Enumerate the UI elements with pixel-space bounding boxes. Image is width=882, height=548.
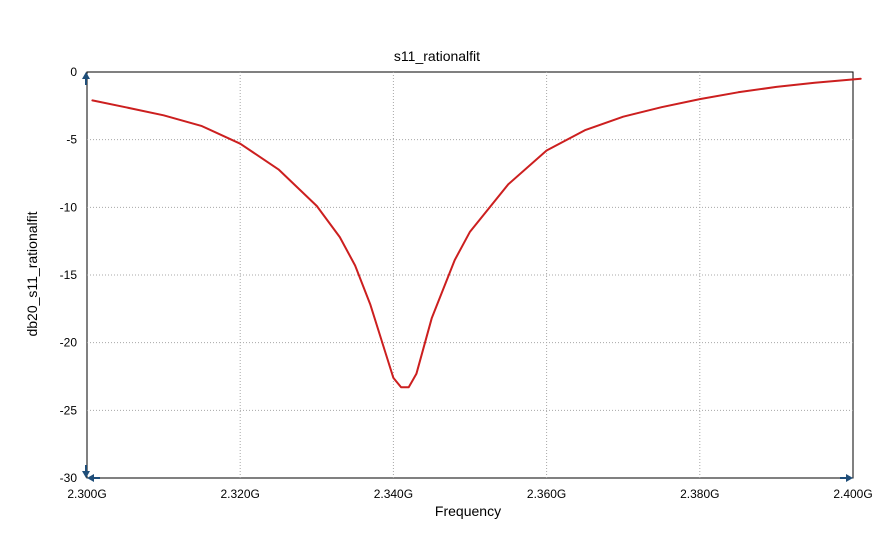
y-tick-label: -20 — [60, 336, 78, 350]
x-axis-ticks: 2.300G 2.320G 2.340G 2.360G 2.380G 2.400G — [67, 487, 872, 501]
y-axis-label: db20_s11_rationalfit — [24, 211, 40, 336]
x-tick-label: 2.360G — [527, 487, 566, 501]
x-tick-label: 2.300G — [67, 487, 106, 501]
arrow-right-icon[interactable] — [840, 474, 853, 482]
x-tick-label: 2.400G — [833, 487, 872, 501]
y-tick-label: -15 — [60, 268, 78, 282]
arrow-left-icon[interactable] — [87, 474, 100, 482]
y-tick-label: -25 — [60, 403, 78, 417]
x-axis-label: Frequency — [435, 503, 501, 519]
x-tick-label: 2.380G — [680, 487, 719, 501]
axis-markers[interactable] — [82, 72, 853, 482]
series-layer — [91, 77, 862, 389]
series-line-s11 — [91, 77, 862, 389]
plot-area — [86, 71, 854, 479]
y-axis-ticks: 0 -5 -10 -15 -20 -25 -30 — [60, 65, 78, 485]
y-tick-label: -30 — [60, 471, 78, 485]
arrow-up-icon[interactable] — [82, 72, 90, 85]
chart-title: s11_rationalfit — [394, 48, 480, 64]
x-tick-label: 2.340G — [374, 487, 413, 501]
x-tick-label: 2.320G — [221, 487, 260, 501]
y-tick-label: -10 — [60, 200, 78, 214]
arrow-down-icon[interactable] — [82, 465, 90, 478]
y-tick-label: 0 — [70, 65, 77, 79]
y-tick-label: -5 — [66, 133, 77, 147]
